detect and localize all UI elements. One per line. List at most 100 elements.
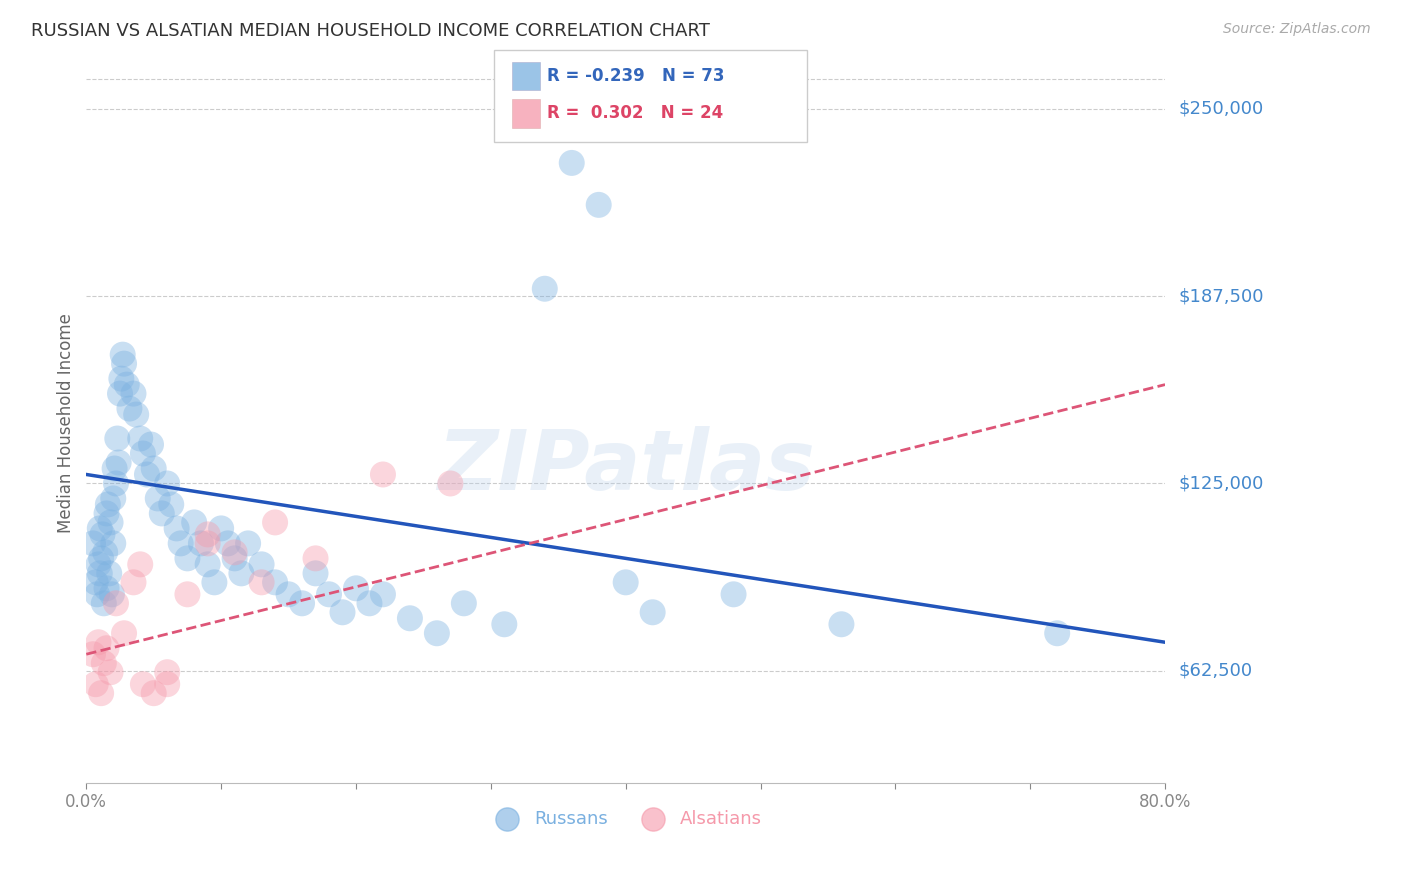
Point — [197, 527, 219, 541]
Point — [104, 461, 127, 475]
Text: $125,000: $125,000 — [1180, 475, 1264, 492]
Point — [231, 566, 253, 581]
Point — [87, 558, 110, 572]
Point — [96, 507, 118, 521]
Point — [371, 467, 394, 482]
Point — [426, 626, 449, 640]
Point — [170, 536, 193, 550]
Point — [104, 596, 127, 610]
Point — [104, 476, 127, 491]
Point — [146, 491, 169, 506]
Point — [103, 491, 125, 506]
Point — [90, 551, 112, 566]
Y-axis label: Median Household Income: Median Household Income — [58, 314, 75, 533]
Point — [108, 386, 131, 401]
Point — [111, 348, 134, 362]
Point — [236, 536, 259, 550]
Point — [224, 545, 246, 559]
Point — [156, 677, 179, 691]
Point — [82, 647, 104, 661]
Point — [588, 198, 610, 212]
Point — [97, 498, 120, 512]
Point — [160, 498, 183, 512]
Point — [264, 516, 287, 530]
Text: Source: ZipAtlas.com: Source: ZipAtlas.com — [1223, 22, 1371, 37]
Point — [110, 371, 132, 385]
Point — [304, 566, 326, 581]
Point — [101, 587, 124, 601]
Point — [100, 665, 122, 680]
Point — [150, 507, 173, 521]
Point — [250, 558, 273, 572]
Point — [183, 516, 205, 530]
Point — [641, 605, 664, 619]
Point — [89, 521, 111, 535]
Point — [142, 686, 165, 700]
Point — [129, 558, 152, 572]
Point — [125, 408, 148, 422]
Point — [136, 467, 159, 482]
Point — [217, 536, 239, 550]
Text: $250,000: $250,000 — [1180, 100, 1264, 118]
Point — [453, 596, 475, 610]
Point — [112, 357, 135, 371]
Point — [89, 566, 111, 581]
Point — [115, 377, 138, 392]
Text: ZIPatlas: ZIPatlas — [437, 426, 814, 508]
Point — [291, 596, 314, 610]
Point — [156, 665, 179, 680]
Text: $62,500: $62,500 — [1180, 662, 1253, 680]
Point — [139, 437, 162, 451]
Point — [533, 282, 555, 296]
Point — [98, 566, 121, 581]
Point — [112, 626, 135, 640]
Point — [224, 551, 246, 566]
Point — [264, 575, 287, 590]
Point — [494, 617, 516, 632]
Point — [371, 587, 394, 601]
Point — [93, 657, 115, 671]
Point — [129, 432, 152, 446]
Text: RUSSIAN VS ALSATIAN MEDIAN HOUSEHOLD INCOME CORRELATION CHART: RUSSIAN VS ALSATIAN MEDIAN HOUSEHOLD INC… — [31, 22, 710, 40]
Point — [122, 386, 145, 401]
Text: R =  0.302   N = 24: R = 0.302 N = 24 — [547, 104, 723, 122]
Point — [399, 611, 422, 625]
Point — [107, 455, 129, 469]
Point — [176, 587, 198, 601]
Point — [122, 575, 145, 590]
Point — [96, 582, 118, 596]
Point — [166, 521, 188, 535]
Point — [332, 605, 354, 619]
Point — [197, 536, 219, 550]
Point — [277, 587, 299, 601]
Point — [202, 575, 225, 590]
Text: R = -0.239   N = 73: R = -0.239 N = 73 — [547, 67, 724, 85]
Point — [100, 516, 122, 530]
Point — [86, 587, 108, 601]
Point — [176, 551, 198, 566]
Point — [105, 432, 128, 446]
Point — [132, 446, 155, 460]
Point — [318, 587, 340, 601]
Point — [561, 156, 583, 170]
Point — [82, 536, 104, 550]
Legend: Russans, Alsatians: Russans, Alsatians — [482, 803, 769, 835]
Point — [830, 617, 852, 632]
Point — [132, 677, 155, 691]
Point — [723, 587, 745, 601]
Point — [197, 558, 219, 572]
Point — [90, 686, 112, 700]
Point — [96, 641, 118, 656]
Point — [87, 635, 110, 649]
Point — [156, 476, 179, 491]
Point — [250, 575, 273, 590]
Point — [209, 521, 232, 535]
Point — [103, 536, 125, 550]
Point — [304, 551, 326, 566]
Text: $187,500: $187,500 — [1180, 287, 1264, 305]
Point — [142, 461, 165, 475]
Point — [439, 476, 461, 491]
Point — [118, 401, 141, 416]
Point — [344, 582, 367, 596]
Point — [93, 596, 115, 610]
